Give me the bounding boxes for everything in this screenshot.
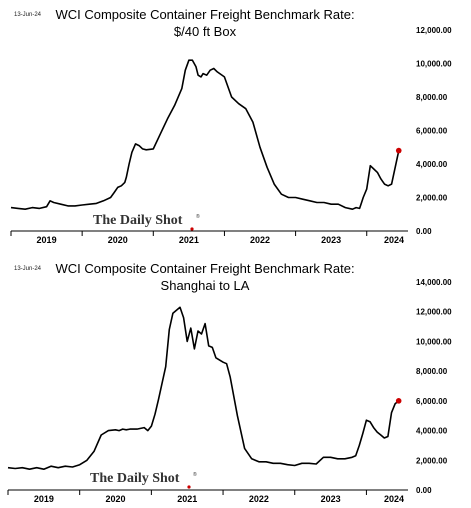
brand-logo: The Daily Shot [90,471,180,486]
x-tick-label: 2023 [321,235,341,245]
y-tick-label: 6,000.00 [416,397,448,406]
y-tick-label: 14,000.00 [416,278,452,287]
date-stamp: 13-Jun-24 [14,12,42,18]
chart-title-line-1: WCI Composite Container Freight Benchmar… [55,7,355,22]
x-tick-label: 2019 [37,235,57,245]
y-tick-label: 8,000.00 [416,367,448,376]
series-line [7,306,400,470]
chart-title: WCI Composite Container Freight Benchmar… [0,6,410,40]
y-tick-label: 12,000.00 [416,26,452,35]
y-tick-label: 12,000.00 [416,308,452,317]
chart-wci-40ft-box: 13-Jun-24 WCI Composite Container Freigh… [0,6,452,245]
brand-dot [190,227,194,231]
y-tick-label: 10,000.00 [416,60,452,69]
x-tick-label: 2024 [384,235,404,245]
last-point-marker [395,398,402,404]
brand-dot [187,485,191,489]
chart-title-line-2: Shanghai to LA [160,278,250,293]
y-tick-label: 10,000.00 [416,337,452,346]
chart-title-line-1: WCI Composite Container Freight Benchmar… [55,261,355,276]
x-tick-label: 2020 [108,235,128,245]
chart-title: WCI Composite Container Freight Benchmar… [0,260,410,294]
x-tick-label: 2023 [321,494,341,504]
y-tick-label: 0.00 [416,227,432,236]
brand-logo: The Daily Shot [93,213,183,228]
x-tick-label: 2020 [106,494,126,504]
x-tick-label: 2024 [384,494,404,504]
chart-plot-area: 0.00 2,000.00 4,000.00 6,000.00 8,000.00 10,0… [7,278,452,504]
y-tick-label: 2,000.00 [416,194,448,203]
x-tick-label: 2022 [250,235,270,245]
y-tick-label: 4,000.00 [416,427,448,436]
y-tick-label: 6,000.00 [416,127,448,136]
brand-registered-mark: ® [193,471,197,478]
y-tick-label: 2,000.00 [416,456,448,465]
brand-registered-mark: ® [196,213,200,220]
chart-plot-area: 0.00 2,000.00 4,000.00 6,000.00 8,000.00 10,0… [10,26,452,245]
y-tick-label: 0.00 [416,486,432,495]
y-tick-label: 4,000.00 [416,160,448,169]
y-tick-label: 8,000.00 [416,93,448,102]
chart-wci-shanghai-la: 13-Jun-24 WCI Composite Container Freigh… [0,254,471,508]
x-tick-label: 2021 [177,494,197,504]
x-tick-label: 2022 [249,494,269,504]
series-line [10,59,400,210]
chart-title-line-2: $/40 ft Box [173,24,237,39]
x-tick-label: 2021 [179,235,199,245]
date-stamp: 13-Jun-24 [14,266,42,272]
x-tick-label: 2019 [34,494,54,504]
last-point-marker [395,147,402,154]
